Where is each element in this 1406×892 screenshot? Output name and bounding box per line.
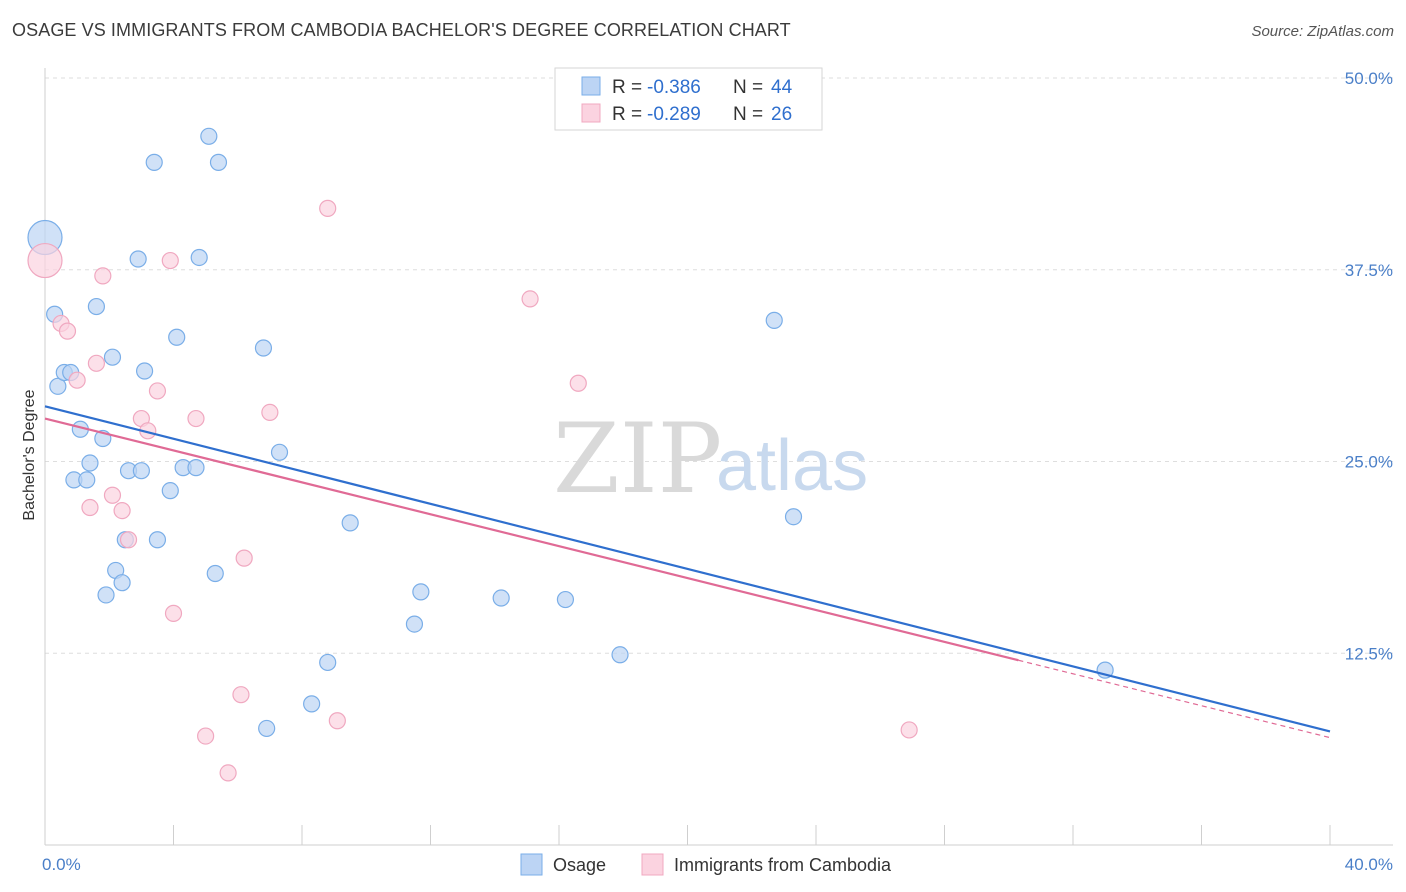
stats-r-value-0: -0.386 [647, 77, 701, 98]
cambodia-point-14 [164, 604, 183, 622]
stats-legend-swatch-1 [581, 103, 601, 123]
osage-point-31 [258, 719, 276, 738]
trend-lines [44, 405, 1331, 739]
data-points [27, 127, 1114, 782]
series-legend-label-1: Immigrants from Cambodia [674, 855, 892, 875]
source-note: Source: ZipAtlas.com [1251, 23, 1394, 40]
grid-lines [45, 77, 1393, 654]
stats-legend-swatch-0 [581, 76, 601, 96]
osage-point-17 [129, 250, 147, 268]
y-tick-labels: 12.5% 25.0% 37.5% 50.0% [1345, 69, 1393, 663]
series-legend: Osage Immigrants from Cambodia [520, 853, 892, 876]
osage-point-37 [412, 583, 430, 601]
osage-point-33 [303, 695, 321, 713]
osage-point-30 [254, 339, 273, 357]
osage-point-12 [103, 348, 122, 366]
cambodia-point-19 [235, 549, 253, 567]
stats-r-value-1: -0.289 [647, 104, 701, 125]
y-tick-label-0: 12.5% [1345, 644, 1393, 663]
stats-legend: R = -0.386 N = 44 R = -0.289 N = 26 [554, 67, 823, 131]
cambodia-point-25 [900, 721, 918, 739]
osage-point-19 [132, 462, 150, 480]
cambodia-point-13 [161, 251, 179, 270]
x-tick-label-1: 40.0% [1345, 855, 1393, 874]
cambodia-point-23 [521, 290, 539, 308]
stats-n-value-1: 26 [771, 104, 792, 125]
cambodia-point-2 [58, 322, 77, 340]
osage-point-21 [148, 531, 167, 549]
y-tick-label-1: 25.0% [1345, 453, 1393, 472]
cambodia-point-17 [219, 764, 237, 782]
osage-point-23 [168, 328, 186, 346]
y-tick-label-2: 37.5% [1345, 261, 1393, 280]
cambodia-point-22 [328, 712, 346, 730]
osage-point-41 [765, 311, 783, 329]
chart-title: OSAGE VS IMMIGRANTS FROM CAMBODIA BACHEL… [12, 20, 791, 40]
osage-point-26 [190, 248, 208, 267]
osage-point-42 [784, 508, 803, 526]
cambodia-point-4 [81, 498, 99, 517]
osage-point-38 [492, 589, 510, 607]
series-legend-label-0: Osage [553, 855, 606, 875]
stats-r-label-1: R = [612, 104, 642, 125]
cambodia-point-0 [27, 242, 63, 279]
stats-n-label-1: N = [733, 104, 763, 125]
stats-n-label-0: N = [733, 77, 763, 98]
axes [44, 68, 1393, 846]
y-axis-label: Bachelor's Degree [21, 389, 38, 520]
cambodia-point-6 [94, 267, 112, 285]
osage-point-9 [87, 297, 106, 316]
cambodia-point-15 [187, 409, 205, 428]
cambodia-point-21 [319, 199, 337, 217]
stats-r-label-0: R = [612, 77, 642, 98]
osage-trend-line [44, 405, 1331, 733]
cambodia-point-12 [148, 382, 167, 400]
cambodia-trend-line [44, 417, 1019, 662]
cambodia-point-16 [197, 727, 215, 745]
watermark-atlas: atlas [716, 426, 868, 506]
y-tick-label-3: 50.0% [1345, 69, 1393, 88]
series-legend-swatch-0 [520, 853, 543, 876]
x-tick-labels: 0.0% 40.0% [42, 855, 1393, 874]
cambodia-point-20 [261, 403, 279, 422]
cambodia-trend-extension [1018, 659, 1331, 739]
cambodia-point-3 [68, 371, 86, 389]
cambodia-point-9 [119, 531, 138, 549]
osage-point-36 [405, 615, 424, 633]
osage-point-11 [97, 586, 115, 604]
cambodia-point-8 [113, 501, 131, 520]
osage-point-28 [206, 564, 224, 583]
osage-point-32 [270, 443, 289, 461]
osage-point-35 [341, 514, 359, 532]
x-tick-label-0: 0.0% [42, 855, 81, 874]
watermark-zip: ZIP [553, 403, 722, 515]
osage-point-40 [611, 646, 629, 664]
stats-n-value-0: 44 [771, 77, 793, 98]
osage-point-34 [319, 653, 337, 672]
osage-point-29 [209, 153, 228, 171]
series-legend-swatch-1 [641, 853, 664, 876]
osage-point-14 [113, 574, 131, 592]
osage-point-7 [78, 471, 96, 489]
osage-point-25 [187, 459, 205, 477]
cambodia-point-18 [232, 686, 250, 704]
osage-point-39 [556, 590, 575, 609]
osage-point-2 [49, 377, 67, 395]
osage-point-27 [200, 127, 218, 145]
cambodia-point-5 [87, 354, 106, 372]
watermark: ZIP atlas [553, 403, 868, 515]
osage-point-8 [81, 454, 99, 472]
cambodia-point-7 [103, 486, 122, 504]
cambodia-point-24 [569, 374, 587, 392]
osage-point-18 [135, 362, 154, 380]
osage-point-22 [161, 482, 179, 500]
osage-point-20 [145, 153, 163, 171]
